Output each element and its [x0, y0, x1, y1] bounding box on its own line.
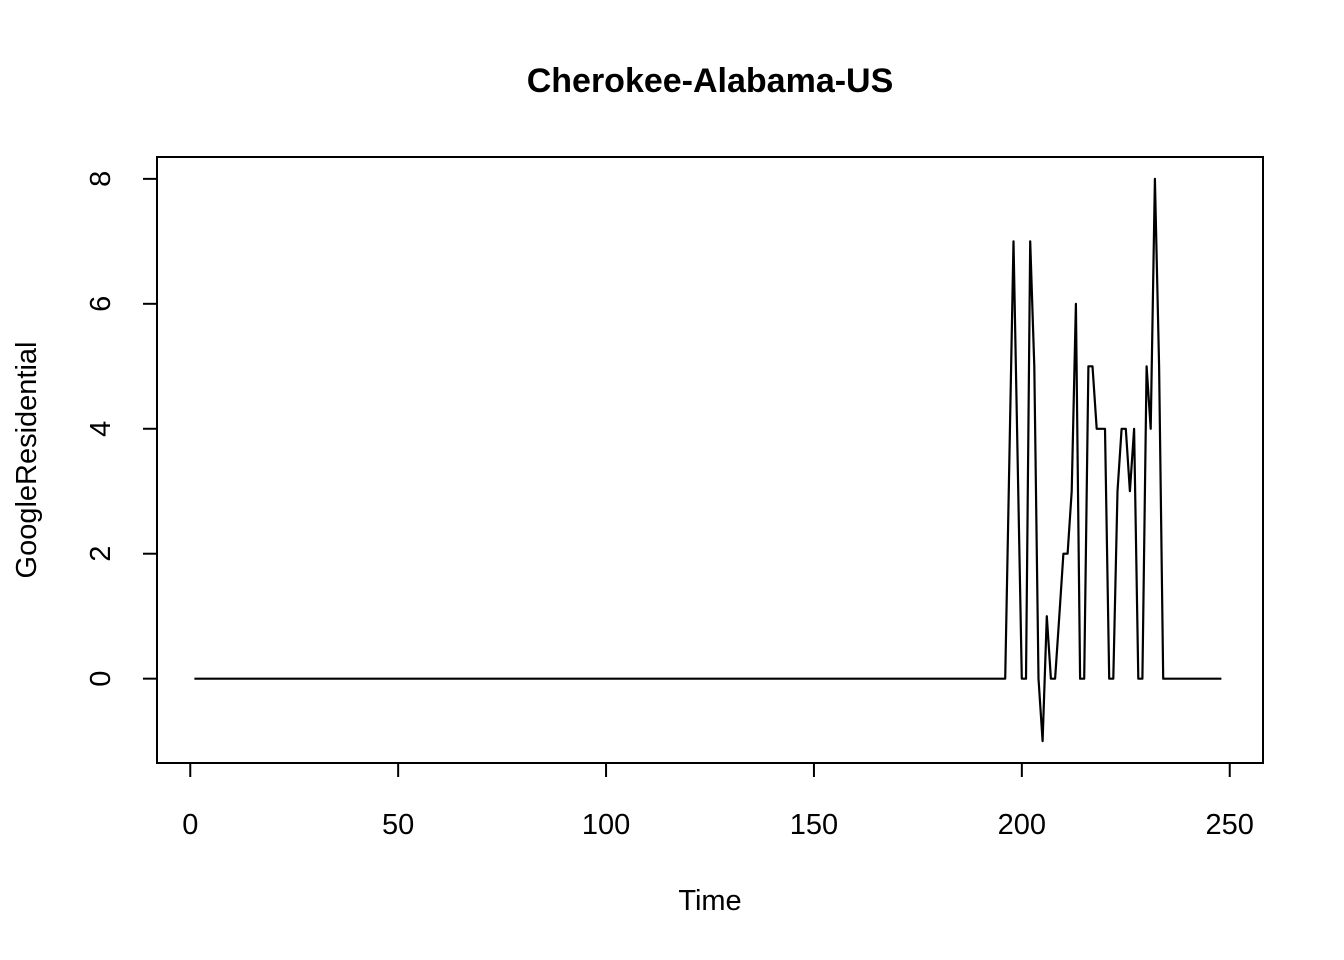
y-axis-label: GoogleResidential: [11, 342, 43, 579]
y-tick-label: 6: [85, 296, 117, 312]
x-tick-label: 200: [998, 809, 1046, 841]
y-tick-label: 2: [85, 546, 117, 562]
y-tick-label: 8: [85, 171, 117, 187]
y-axis: 0 2 4 6 8: [85, 171, 158, 687]
x-tick-label: 100: [582, 809, 630, 841]
x-tick-label: 50: [382, 809, 414, 841]
x-tick-label: 150: [790, 809, 838, 841]
series-layer: [194, 177, 1222, 743]
x-axis: 0 50 100 150 200 250: [182, 762, 1254, 841]
x-tick-label: 0: [182, 809, 198, 841]
chart-title: Cherokee-Alabama-US: [527, 62, 894, 100]
x-tick-label: 250: [1206, 809, 1254, 841]
x-axis-label: Time: [678, 885, 741, 917]
y-tick-label: 4: [85, 421, 117, 437]
plot-frame: [156, 156, 1264, 764]
y-tick-label: 0: [85, 671, 117, 687]
series-line: [194, 177, 1222, 743]
